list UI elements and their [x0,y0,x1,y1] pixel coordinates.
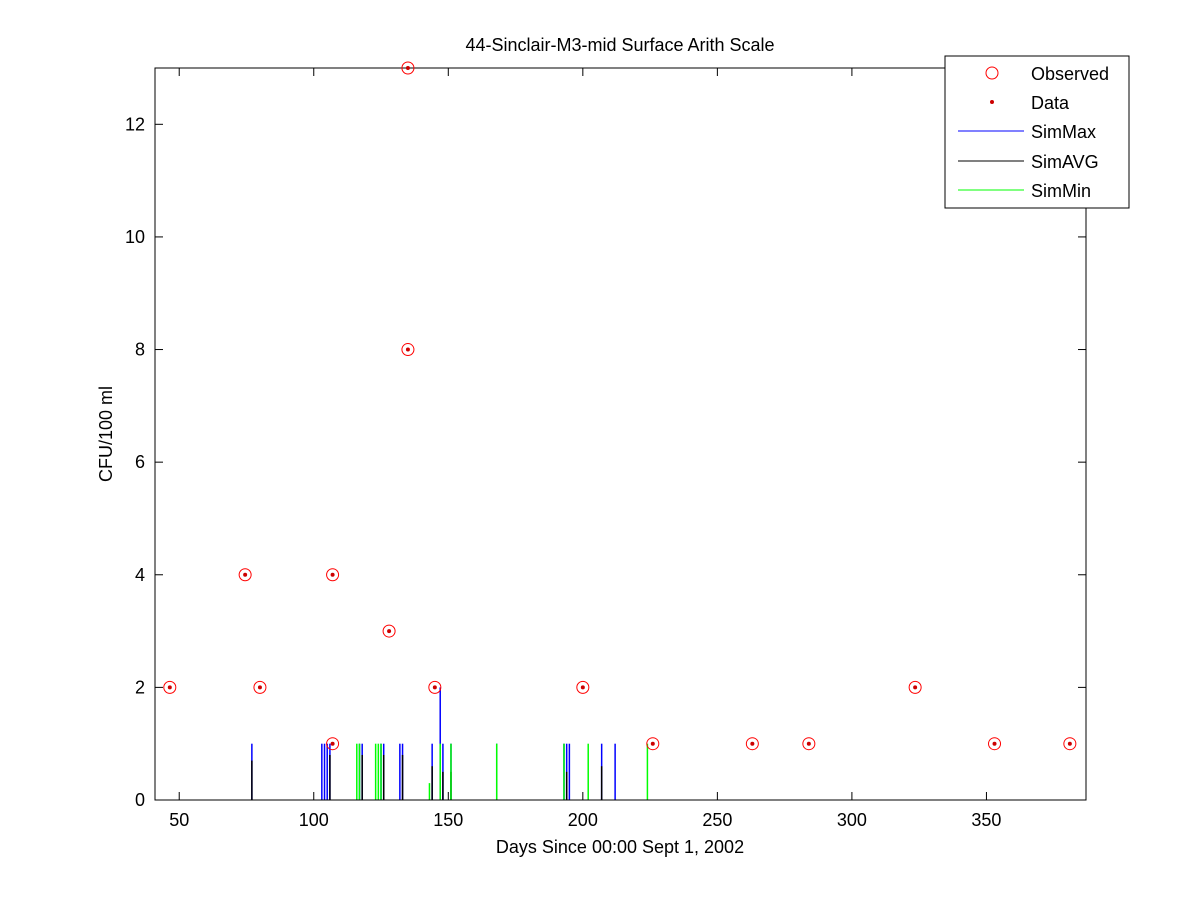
y-axis: 0 2 4 6 8 10 12 [125,114,1086,810]
observed-marker [238,568,252,582]
legend-data-label: Data [1031,93,1070,113]
data-point [650,741,655,746]
data-point [992,741,997,746]
legend-box [944,55,1130,209]
observed-marker [428,680,442,694]
data-point [806,741,811,746]
observed-marker [646,737,660,751]
legend-simmax-label: SimMax [1031,122,1096,142]
y-tick-label: 8 [135,340,145,360]
x-tick-label: 250 [702,810,732,830]
observed-marker [401,61,415,75]
y-tick-label: 2 [135,677,145,697]
data-markers [163,61,1077,751]
data-point [1067,741,1072,746]
legend: Observed Data SimMax SimAVG SimMin [944,55,1130,209]
y-tick-label: 6 [135,452,145,472]
observed-marker [988,737,1002,751]
y-tick-label: 4 [135,565,145,585]
observed-marker [802,737,816,751]
legend-observed-label: Observed [1031,64,1109,84]
plot-frame [154,67,1087,801]
data-point [330,572,335,577]
observed-marker [576,680,590,694]
y-tick-label: 12 [125,114,145,134]
y-axis-label: CFU/100 ml [96,386,116,482]
observed-marker [253,680,267,694]
simulation-spikes [251,687,649,800]
data-point [387,629,392,634]
x-axis: 50 100 150 200 250 300 350 [169,68,1001,830]
data-point [750,741,755,746]
x-tick-label: 350 [971,810,1001,830]
y-tick-label: 10 [125,227,145,247]
legend-observed-icon [985,66,999,80]
observed-marker [163,680,177,694]
data-point [405,66,410,70]
x-tick-label: 50 [169,810,189,830]
data-point [432,685,437,690]
x-axis-label: Days Since 00:00 Sept 1, 2002 [496,837,744,857]
observed-marker [326,737,340,751]
x-tick-label: 300 [837,810,867,830]
legend-simmin-label: SimMin [1031,181,1091,201]
data-point [167,685,172,690]
data-point [580,685,585,690]
observed-marker [908,680,922,694]
data-point [257,685,262,690]
observed-marker [326,568,340,582]
x-tick-label: 150 [433,810,463,830]
data-point [913,685,918,690]
x-tick-label: 100 [299,810,329,830]
legend-data-icon [990,100,994,104]
observed-marker [401,343,415,357]
observed-marker [1063,737,1077,751]
legend-simavg-label: SimAVG [1031,152,1099,172]
chart-title: 44-Sinclair-M3-mid Surface Arith Scale [465,35,774,55]
observed-marker [382,624,396,638]
observed-marker [745,737,759,751]
data-point [405,347,410,352]
data-point [330,741,335,746]
data-point [243,572,248,577]
x-tick-label: 200 [568,810,598,830]
y-tick-label: 0 [135,790,145,810]
